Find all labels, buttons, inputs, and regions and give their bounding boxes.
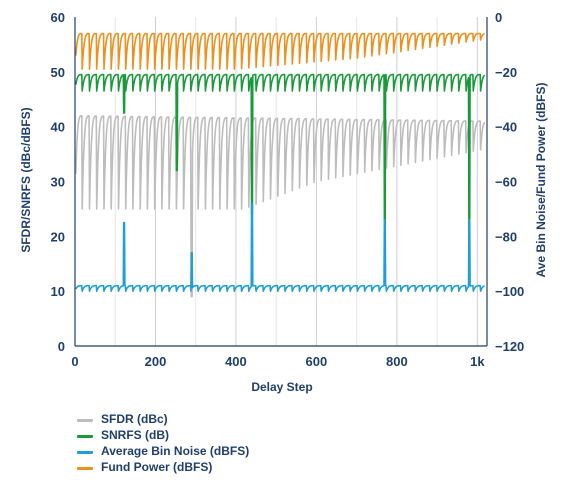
legend-swatch-fund: [77, 467, 93, 470]
legend-label: SFDR (dBc): [101, 412, 168, 426]
x-tick-label: 1k: [470, 354, 485, 369]
series-line-2: [75, 202, 485, 292]
x-tick-label: 0: [71, 354, 78, 369]
y-right-tick-label: −20: [495, 65, 517, 80]
x-tick-label: 800: [386, 354, 408, 369]
y-right-tick-label: −40: [495, 120, 517, 135]
series-line-0: [75, 115, 486, 298]
y-left-tick-label: 60: [51, 10, 65, 25]
y-left-tick-label: 20: [51, 229, 65, 244]
x-axis-title: Delay Step: [251, 380, 312, 394]
y-right-tick-label: −80: [495, 229, 517, 244]
x-tick-label: 400: [225, 354, 247, 369]
axes: [74, 17, 488, 347]
series-line-1: [75, 73, 486, 227]
y-left-tick-label: 50: [51, 65, 65, 80]
legend-label: Average Bin Noise (dBFS): [101, 444, 250, 458]
y-left-tick-label: 10: [51, 284, 65, 299]
chart-svg: 0 200 400 600 800 1k 0 10 20 30 40 50 60 −120 −100 −80 −…: [19, 10, 548, 394]
x-tick-label: 200: [145, 354, 167, 369]
legend-swatch-noise: [77, 451, 93, 454]
y-left-axis-title: SFDR/SNRFS (dBc/dBFS): [19, 107, 33, 252]
legend-swatch-sfdr: [77, 419, 93, 422]
y-left-tick-label: 40: [51, 120, 65, 135]
y-right-tick-label: 0: [495, 10, 502, 25]
y-left-tick-label: 30: [51, 175, 65, 190]
y-right-tick-label: −100: [495, 284, 524, 299]
y-right-tick-label: −60: [495, 175, 517, 190]
y-left-tick-label: 0: [58, 339, 65, 354]
legend-label: SNRFS (dB): [101, 428, 169, 442]
legend-label: Fund Power (dBFS): [101, 460, 213, 474]
y-right-axis-title: Ave Bin Noise/Fund Power (dBFS): [534, 83, 548, 278]
grid: [74, 17, 478, 346]
x-tick-label: 600: [306, 354, 328, 369]
y-right-tick-label: −120: [495, 339, 524, 354]
legend-swatch-snrfs: [77, 435, 93, 438]
series-group: [75, 32, 486, 298]
series-line-3: [75, 32, 485, 70]
tick-labels: 0 200 400 600 800 1k 0 10 20 30 40 50 60 −120 −100 −80 −…: [51, 10, 525, 369]
